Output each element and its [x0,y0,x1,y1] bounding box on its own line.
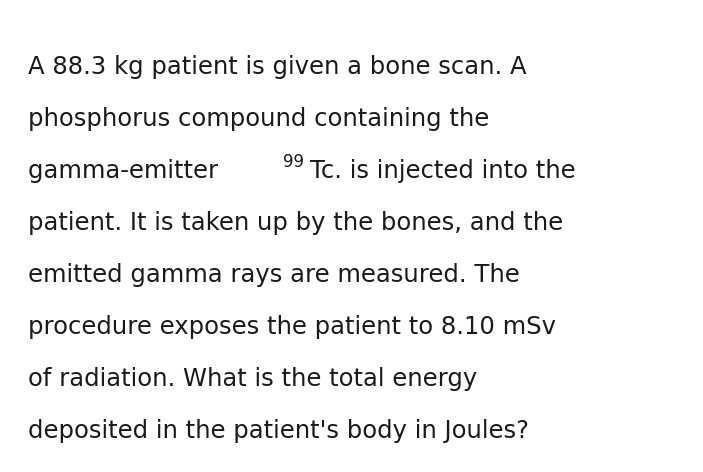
Text: patient. It is taken up by the bones, and the: patient. It is taken up by the bones, an… [28,211,563,235]
Text: deposited in the patient's body in Joules?: deposited in the patient's body in Joule… [28,419,529,443]
Text: Tc. is injected into the: Tc. is injected into the [311,159,576,183]
Text: A 88.3 kg patient is given a bone scan. A: A 88.3 kg patient is given a bone scan. … [28,55,527,79]
Text: gamma-emitter: gamma-emitter [28,159,226,183]
Text: procedure exposes the patient to 8.10 mSv: procedure exposes the patient to 8.10 mS… [28,315,556,339]
Text: 99: 99 [283,153,304,171]
Text: phosphorus compound containing the: phosphorus compound containing the [28,107,489,131]
Text: emitted gamma rays are measured. The: emitted gamma rays are measured. The [28,263,520,287]
Text: of radiation. What is the total energy: of radiation. What is the total energy [28,367,477,391]
